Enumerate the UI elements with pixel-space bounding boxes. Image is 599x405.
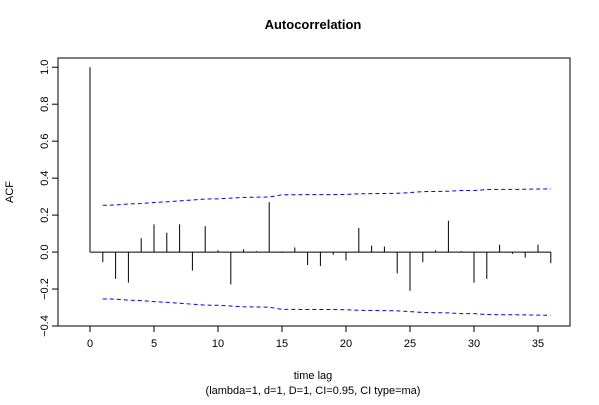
y-tick-label: 0.0 bbox=[39, 244, 51, 259]
x-tick-label: 5 bbox=[151, 338, 157, 350]
y-tick-label: 1.0 bbox=[39, 60, 51, 75]
x-axis: 0 5 10 15 20 25 30 35 bbox=[87, 325, 544, 350]
x-tick-label: 10 bbox=[212, 338, 224, 350]
x-tick-label: 25 bbox=[404, 338, 416, 350]
y-tick-label: −0.4 bbox=[39, 315, 51, 337]
ci-upper-line bbox=[102, 188, 551, 206]
y-tick-label: 0.4 bbox=[39, 170, 51, 185]
y-tick-label: 0.2 bbox=[39, 207, 51, 222]
x-tick-label: 15 bbox=[276, 338, 288, 350]
chart-subtitle: (lambda=1, d=1, D=1, CI=0.95, CI type=ma… bbox=[206, 385, 421, 397]
confidence-interval-lines bbox=[102, 188, 551, 316]
x-tick-label: 30 bbox=[468, 338, 480, 350]
plot-frame bbox=[57, 57, 571, 327]
y-axis: −0.4 −0.2 0.0 0.2 0.4 0.6 0.8 1.0 bbox=[39, 60, 59, 337]
x-axis-label: time lag bbox=[294, 370, 333, 382]
y-axis-label: ACF bbox=[4, 181, 16, 203]
ci-lower-line bbox=[102, 298, 551, 316]
chart-title: Autocorrelation bbox=[265, 17, 362, 32]
x-tick-label: 35 bbox=[532, 338, 544, 350]
y-tick-label: 0.8 bbox=[39, 97, 51, 112]
y-tick-label: −0.2 bbox=[39, 278, 51, 300]
acf-bars bbox=[89, 67, 552, 291]
y-tick-label: 0.6 bbox=[39, 134, 51, 149]
x-tick-label: 20 bbox=[340, 338, 352, 350]
x-tick-label: 0 bbox=[87, 338, 93, 350]
